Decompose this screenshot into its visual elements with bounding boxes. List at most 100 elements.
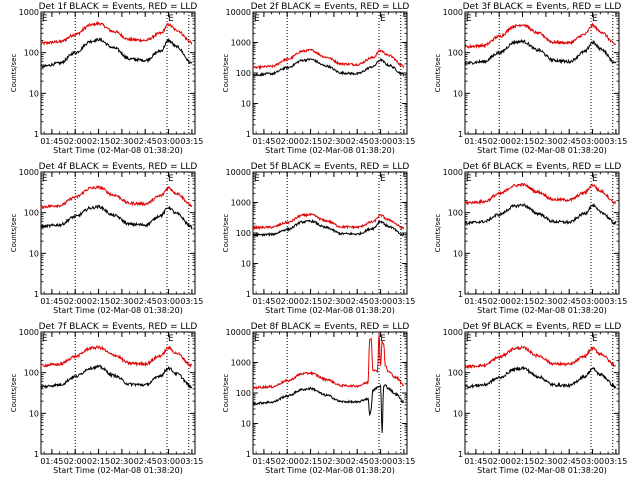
y-tick-label: 10 <box>241 420 251 429</box>
x-tick-label: 02:15 <box>299 297 322 306</box>
x-tick-label: 02:30 <box>322 297 345 306</box>
x-tick-label: 02:15 <box>511 457 534 466</box>
series-line-lld <box>252 48 405 71</box>
x-tick-label: 02:45 <box>134 457 157 466</box>
y-tick-label: 10000 <box>226 168 251 177</box>
series-line-events <box>40 364 193 390</box>
x-tick-label: 03:15 <box>392 137 415 146</box>
time-marker-label: E <box>466 174 472 184</box>
x-tick-label: 02:30 <box>110 457 133 466</box>
x-tick-label: 03:15 <box>180 297 203 306</box>
chart-title: Det 1f BLACK = Events, RED = LLD <box>39 2 198 12</box>
chart-panel-3: Det 3f BLACK = Events, RED = LLD 1 10 100 10… <box>434 2 627 155</box>
y-axis-label: Counts/sec <box>222 54 230 93</box>
x-axis-label: Start Time (02-Mar-08 01:38:20) <box>477 146 607 155</box>
series-line-lld <box>40 344 193 369</box>
x-axis-label: Start Time (02-Mar-08 01:38:20) <box>53 146 183 155</box>
x-tick-label: 03:00 <box>157 457 180 466</box>
y-tick-label: 100 <box>448 209 463 218</box>
chart-title: Det 5f BLACK = Events, RED = LLD <box>251 162 410 172</box>
x-tick-label: 01:45 <box>464 137 487 146</box>
y-tick-label: 10000 <box>226 328 251 337</box>
x-tick-label: 02:45 <box>346 297 369 306</box>
x-tick-label: 03:15 <box>604 297 627 306</box>
series-line-events <box>252 57 405 77</box>
time-marker-label: E <box>42 14 48 24</box>
x-axis-label: Start Time (02-Mar-08 01:38:20) <box>53 466 183 475</box>
x-tick-label: 02:00 <box>488 297 511 306</box>
series-line-lld <box>40 185 193 210</box>
chart-title: Det 2f BLACK = Events, RED = LLD <box>251 2 410 12</box>
x-tick-label: 02:15 <box>511 137 534 146</box>
x-tick-label: 03:15 <box>392 297 415 306</box>
x-tick-label: 02:00 <box>64 137 87 146</box>
series-line-events <box>464 365 617 390</box>
y-tick-label: 1 <box>34 290 39 299</box>
chart-panel-2: Det 2f BLACK = Events, RED = LLD 1 10 100 10… <box>222 2 415 155</box>
series-line-lld <box>464 182 617 206</box>
series-line-events <box>464 202 617 226</box>
x-axis-label: Start Time (02-Mar-08 01:38:20) <box>477 306 607 315</box>
series-line-lld <box>252 212 405 231</box>
x-tick-label: 03:15 <box>392 457 415 466</box>
x-tick-label: 02:45 <box>134 137 157 146</box>
time-marker-label: E <box>42 174 48 184</box>
time-marker-label: E <box>42 334 48 344</box>
x-tick-label: 03:15 <box>604 457 627 466</box>
y-tick-label: 1 <box>458 290 463 299</box>
x-tick-label: 03:00 <box>369 137 392 146</box>
x-tick-label: 01:45 <box>464 297 487 306</box>
y-tick-label: 100 <box>236 389 251 398</box>
time-marker-label: E <box>168 174 174 184</box>
y-axis-label: Counts/sec <box>222 374 230 413</box>
y-tick-label: 1000 <box>443 328 463 337</box>
x-tick-label: 02:30 <box>322 457 345 466</box>
time-marker-label: E <box>254 14 260 24</box>
y-tick-label: 1000 <box>19 168 39 177</box>
x-tick-label: 01:45 <box>252 457 275 466</box>
time-marker-label: E <box>380 334 386 344</box>
y-tick-label: 1 <box>246 130 251 139</box>
y-tick-label: 100 <box>236 229 251 238</box>
y-tick-label: 1 <box>458 130 463 139</box>
x-tick-label: 02:00 <box>276 137 299 146</box>
x-tick-label: 02:00 <box>488 457 511 466</box>
y-tick-label: 10000 <box>226 8 251 17</box>
chart-panel-8: Det 8f BLACK = Events, RED = LLD 1 10 100 10… <box>222 322 415 475</box>
y-tick-label: 10 <box>241 260 251 269</box>
time-marker-label: E <box>254 334 260 344</box>
x-tick-label: 01:45 <box>40 137 63 146</box>
y-tick-label: 10 <box>29 89 39 98</box>
x-tick-label: 03:00 <box>581 137 604 146</box>
x-tick-label: 03:00 <box>369 457 392 466</box>
x-tick-label: 02:15 <box>87 457 110 466</box>
series-line-events <box>464 38 617 65</box>
y-tick-label: 100 <box>24 49 39 58</box>
series-line-lld <box>40 20 193 46</box>
y-tick-label: 1000 <box>231 199 251 208</box>
y-axis-label: Counts/sec <box>222 214 230 253</box>
x-tick-label: 02:30 <box>534 297 557 306</box>
y-tick-label: 100 <box>24 369 39 378</box>
chart-panel-6: Det 6f BLACK = Events, RED = LLD 1 10 100 10… <box>434 162 627 315</box>
y-tick-label: 1000 <box>19 328 39 337</box>
x-axis-label: Start Time (02-Mar-08 01:38:20) <box>477 466 607 475</box>
y-tick-label: 1000 <box>231 39 251 48</box>
time-marker-label: E <box>168 14 174 24</box>
x-tick-label: 02:15 <box>511 297 534 306</box>
chart-title: Det 8f BLACK = Events, RED = LLD <box>251 322 410 332</box>
x-axis-label: Start Time (02-Mar-08 01:38:20) <box>265 146 395 155</box>
x-tick-label: 03:00 <box>581 297 604 306</box>
x-tick-label: 02:00 <box>488 137 511 146</box>
x-tick-label: 01:45 <box>252 137 275 146</box>
time-marker-label: E <box>380 14 386 24</box>
x-tick-label: 01:45 <box>252 297 275 306</box>
x-tick-label: 02:45 <box>346 137 369 146</box>
x-tick-label: 02:30 <box>110 137 133 146</box>
series-line-lld <box>464 345 617 370</box>
x-tick-label: 03:15 <box>604 137 627 146</box>
x-tick-label: 02:45 <box>134 297 157 306</box>
chart-panel-5: Det 5f BLACK = Events, RED = LLD 1 10 100 10… <box>222 162 415 315</box>
series-line-events <box>40 37 193 68</box>
